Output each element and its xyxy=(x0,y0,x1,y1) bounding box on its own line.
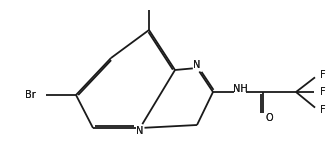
Bar xyxy=(194,60,200,70)
Text: Br: Br xyxy=(25,90,36,100)
Bar xyxy=(262,113,268,123)
Bar xyxy=(234,84,246,94)
Text: O: O xyxy=(265,113,273,123)
Text: F: F xyxy=(320,105,325,115)
Text: N: N xyxy=(136,126,144,136)
Text: Br: Br xyxy=(25,90,36,100)
Bar xyxy=(317,87,322,97)
Bar xyxy=(317,105,322,115)
Text: NH: NH xyxy=(232,84,247,94)
Text: F: F xyxy=(320,105,325,115)
Text: F: F xyxy=(320,87,325,97)
Bar xyxy=(317,70,322,80)
Bar xyxy=(31,90,41,100)
Text: NH: NH xyxy=(232,84,247,94)
Text: F: F xyxy=(320,70,325,80)
Text: N: N xyxy=(193,60,201,70)
Text: F: F xyxy=(320,70,325,80)
Bar xyxy=(137,126,143,136)
Text: O: O xyxy=(265,113,273,123)
Text: F: F xyxy=(320,87,325,97)
Text: N: N xyxy=(193,60,201,70)
Text: N: N xyxy=(136,126,144,136)
